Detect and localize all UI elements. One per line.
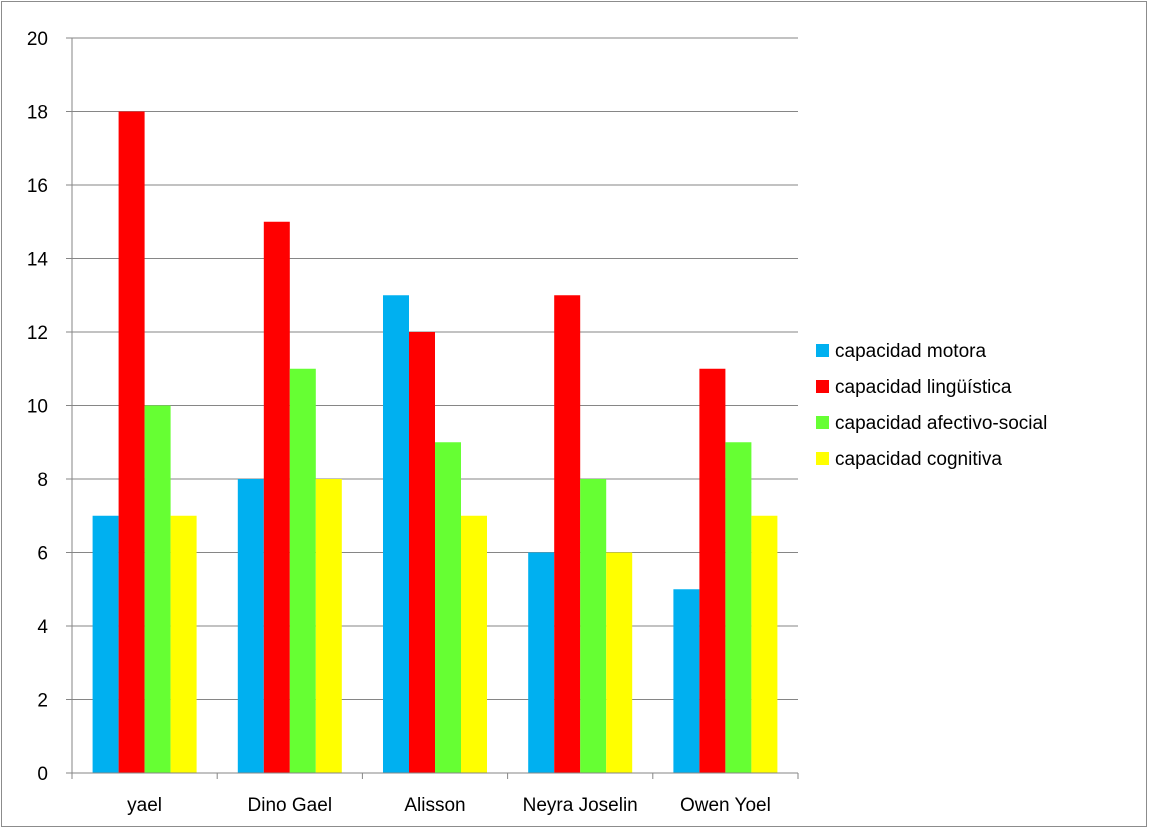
bar-capacidad-cognitiva-dino-gael xyxy=(316,479,342,773)
bar-capacidad-motora-dino-gael xyxy=(238,479,264,773)
y-tick-label: 6 xyxy=(37,544,48,565)
bar-capacidad-cognitiva-alisson xyxy=(461,516,487,773)
bar-capacidad-afectivo-social-dino-gael xyxy=(290,369,316,773)
y-axis-tick-labels: 0 2 4 6 8 10 12 14 16 18 20 xyxy=(27,29,49,785)
y-tick-label: 12 xyxy=(27,323,48,344)
bar-capacidad-afectivo-social-alisson xyxy=(435,442,461,773)
y-tick-label: 10 xyxy=(27,397,48,418)
bar-capacidad-motora-alisson xyxy=(383,295,409,773)
bar-capacidad-cognitiva-yael xyxy=(171,516,197,773)
legend-label: capacidad lingüística xyxy=(835,377,1012,398)
legend: capacidad motora capacidad lingüística cap… xyxy=(816,341,1047,470)
bar-capacidad-ling-stica-neyra-joselin xyxy=(554,295,580,773)
bar-capacidad-motora-owen-yoel xyxy=(673,589,699,773)
legend-label: capacidad cognitiva xyxy=(835,449,1002,470)
y-tick-label: 18 xyxy=(27,103,48,124)
x-tick-label: Dino Gael xyxy=(248,795,333,816)
legend-label: capacidad afectivo-social xyxy=(835,413,1047,434)
x-tick-label: Owen Yoel xyxy=(680,795,771,816)
x-tick-label: yael xyxy=(127,795,162,816)
legend-swatch xyxy=(816,416,829,429)
legend-swatch xyxy=(816,344,829,357)
bars xyxy=(93,112,778,774)
bar-capacidad-afectivo-social-neyra-joselin xyxy=(580,479,606,773)
legend-swatch xyxy=(816,380,829,393)
bar-capacidad-ling-stica-owen-yoel xyxy=(699,369,725,773)
y-tick-label: 4 xyxy=(37,617,48,638)
bar-capacidad-cognitiva-neyra-joselin xyxy=(606,553,632,774)
y-tick-label: 0 xyxy=(37,764,48,785)
y-tick-label: 16 xyxy=(27,176,48,197)
y-tick-label: 8 xyxy=(37,470,48,491)
legend-swatch xyxy=(816,452,829,465)
bar-capacidad-ling-stica-dino-gael xyxy=(264,222,290,773)
y-tick-label: 14 xyxy=(27,250,49,271)
bar-capacidad-motora-neyra-joselin xyxy=(528,553,554,774)
bar-capacidad-motora-yael xyxy=(93,516,119,773)
bar-capacidad-ling-stica-alisson xyxy=(409,332,435,773)
bar-capacidad-ling-stica-yael xyxy=(119,112,145,774)
bar-capacidad-afectivo-social-yael xyxy=(145,406,171,774)
bar-capacidad-cognitiva-owen-yoel xyxy=(751,516,777,773)
legend-label: capacidad motora xyxy=(835,341,986,362)
x-axis-tick-labels: yael Dino Gael Alisson Neyra Joselin Owen Yo… xyxy=(127,795,771,816)
x-tick-label: Alisson xyxy=(404,795,465,816)
y-tick-label: 2 xyxy=(37,691,48,712)
y-tick-label: 20 xyxy=(27,29,48,50)
x-tick-label: Neyra Joselin xyxy=(523,795,638,816)
bar-capacidad-afectivo-social-owen-yoel xyxy=(725,442,751,773)
